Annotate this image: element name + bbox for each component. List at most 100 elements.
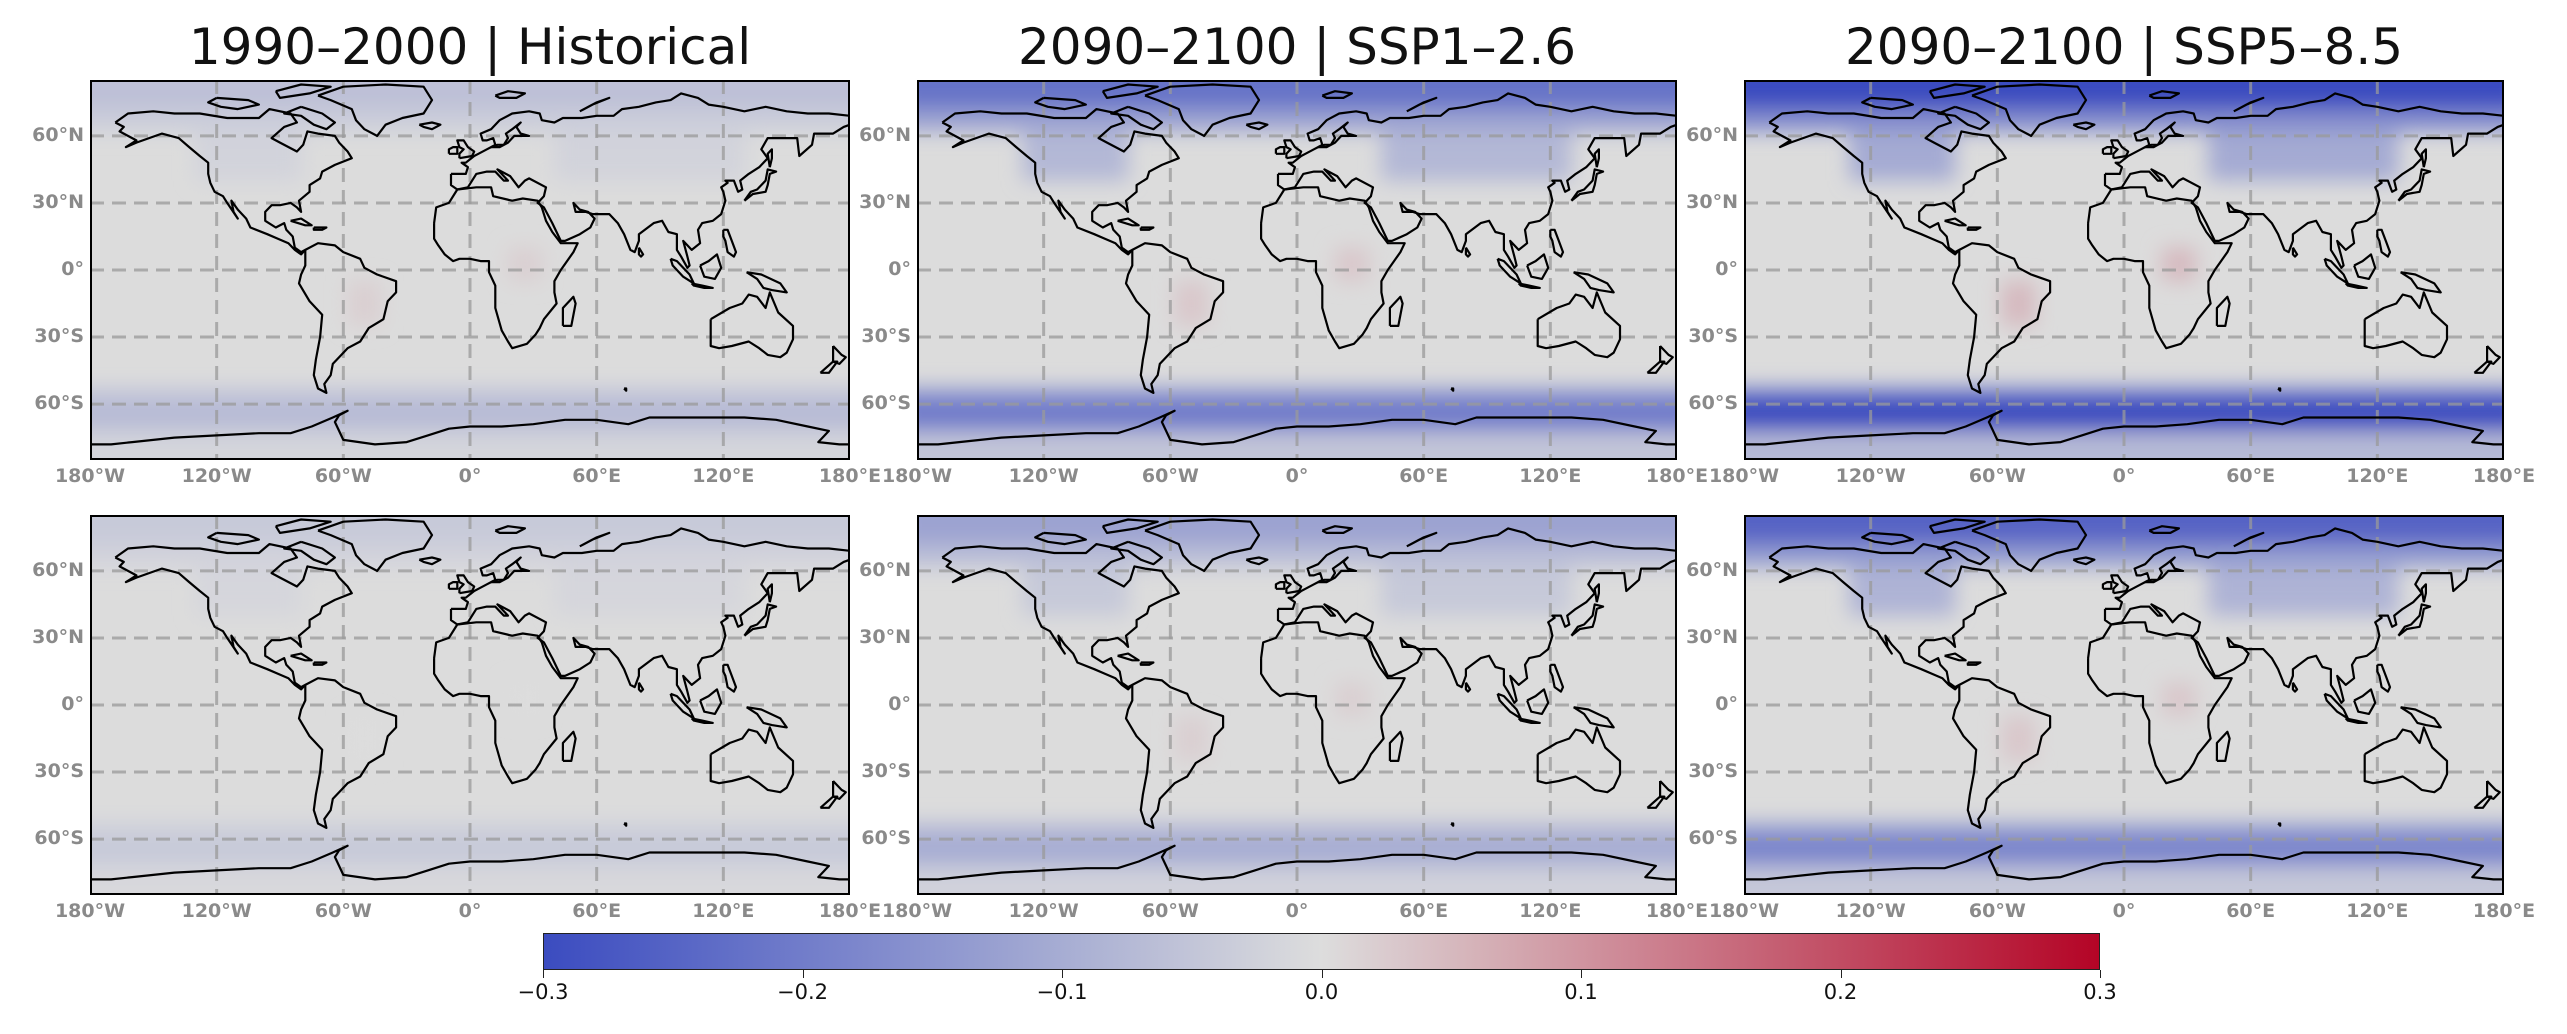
coastline [917, 409, 1677, 446]
coastline [1971, 518, 2088, 573]
longitude-label: 60°W [1968, 900, 2026, 922]
coastline [1406, 96, 1438, 113]
coastline [1768, 108, 2007, 256]
coastline [1928, 83, 1986, 99]
latitude-label: 30°S [1688, 760, 1738, 783]
coastline [1388, 730, 1404, 762]
colorbar-tick [802, 970, 804, 978]
eurasia-anomaly [1381, 131, 1572, 181]
coastline [1951, 242, 2052, 394]
coastline [2363, 726, 2449, 794]
panel-title-ssp126: 2090–2100 | SSP1–2.6 [1017, 18, 1577, 76]
eurasia-anomaly [2208, 131, 2399, 181]
eurasia-anomaly [554, 131, 745, 181]
coastline [2485, 780, 2501, 800]
latitude-label: 30°N [1686, 625, 1738, 648]
coastline [743, 168, 778, 202]
coastline [2087, 186, 2233, 350]
coastline [1646, 795, 1666, 809]
latitude-label: 0° [61, 693, 84, 715]
africa-warm-anomaly [2162, 247, 2196, 282]
latitude-label: 60°N [859, 123, 911, 146]
coastline [2353, 253, 2377, 280]
coastline [433, 186, 579, 350]
longitude-label: 60°E [572, 900, 622, 922]
coastline [1274, 580, 1286, 590]
coastline [1101, 83, 1159, 99]
coastline [1744, 844, 2504, 881]
coastline [746, 706, 788, 729]
coastline [2072, 556, 2096, 566]
longitude-label: 60°E [2226, 900, 2276, 922]
latitude-label: 60°S [861, 827, 911, 850]
north-america-anomaly [1022, 131, 1129, 181]
coastline [722, 663, 738, 693]
coastline [1658, 345, 1674, 365]
coastline [2353, 688, 2377, 715]
coastline [1526, 253, 1550, 280]
coastline [1536, 291, 1622, 359]
coastline [2144, 121, 2185, 149]
panel-title-ssp585: 2090–2100 | SSP5–8.5 [1844, 18, 2404, 76]
coastline [1573, 271, 1615, 294]
coastline [637, 682, 645, 693]
coastline [2215, 730, 2231, 762]
coastline [1570, 603, 1605, 637]
coastline [2485, 345, 2501, 365]
coastline [2103, 527, 2504, 704]
coastline [312, 661, 328, 666]
coastline [819, 795, 839, 809]
eurasia-anomaly [2208, 566, 2399, 616]
coastline [490, 556, 531, 584]
coastline [2363, 291, 2449, 359]
latitude-label: 60°S [861, 392, 911, 415]
coastline [1450, 822, 1455, 827]
coastline [274, 518, 332, 534]
coastline [1317, 556, 1358, 584]
coastline [1276, 527, 1677, 704]
coastline [1260, 621, 1406, 785]
coastline [2110, 139, 2130, 160]
latitude-label: 0° [1715, 258, 1738, 280]
longitude-label: 180°W [1708, 465, 1780, 487]
coastline [690, 717, 714, 724]
latitude-label: 60°N [32, 123, 84, 146]
map-frame [917, 515, 1677, 895]
coastline [1536, 726, 1622, 794]
coastline [1768, 543, 2007, 691]
latitude-label: 30°S [1688, 325, 1738, 348]
coastline [1406, 531, 1438, 548]
coastline [1573, 706, 1615, 729]
north-america-anomaly [1849, 566, 1956, 616]
coastline [1450, 387, 1455, 392]
coastline [449, 92, 850, 269]
subarctic-anomaly-band [1744, 109, 2504, 132]
map-svg [90, 80, 850, 460]
longitude-label: 180°W [881, 465, 953, 487]
coastline [418, 556, 442, 566]
longitude-label: 120°W [1008, 900, 1079, 922]
coastline [1110, 540, 1163, 566]
coastline [1110, 105, 1163, 131]
latitude-label: 0° [888, 693, 911, 715]
eurasia-anomaly [554, 566, 745, 616]
coastline [2397, 168, 2432, 202]
coastline [699, 253, 723, 280]
africa-warm-anomaly [2162, 682, 2196, 717]
colorbar-tick-label: 0.3 [2083, 980, 2117, 1004]
colorbar-tick-label: 0.2 [1823, 980, 1858, 1004]
coastline [917, 844, 1677, 881]
coastline [690, 282, 714, 289]
coastline [2473, 360, 2493, 374]
coastlines [90, 518, 850, 881]
coastline [114, 543, 353, 691]
coastline [1101, 518, 1159, 534]
colorbar-tick [2100, 970, 2101, 978]
latitude-label: 60°S [1688, 827, 1738, 850]
longitude-label: 180°W [1708, 900, 1780, 922]
coastlines [90, 83, 850, 446]
panel-title-historical: 1990–2000 | Historical [188, 18, 752, 76]
coastline [456, 574, 476, 595]
coastline [2277, 822, 2282, 827]
coastline [1245, 121, 1269, 131]
